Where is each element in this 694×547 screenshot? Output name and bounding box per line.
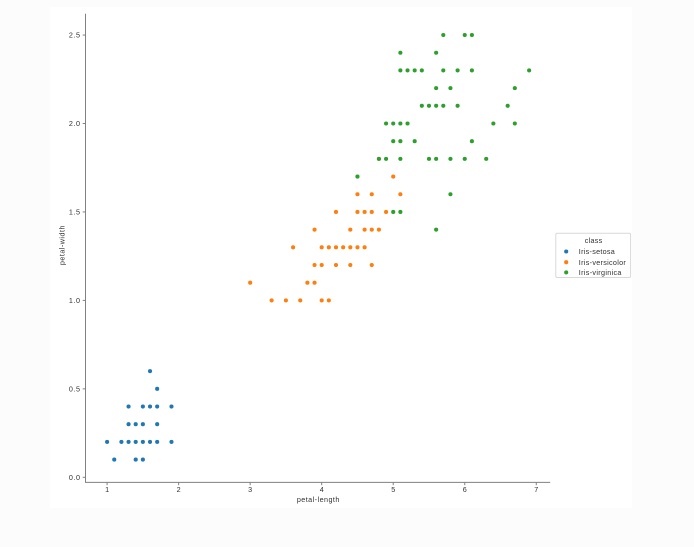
- svg-text:0.0: 0.0: [69, 473, 80, 482]
- svg-text:3: 3: [248, 485, 252, 494]
- svg-text:petal-width: petal-width: [57, 226, 66, 266]
- svg-text:2: 2: [177, 485, 181, 494]
- svg-text:1.5: 1.5: [69, 208, 80, 217]
- svg-text:2.0: 2.0: [69, 119, 80, 128]
- svg-text:1.0: 1.0: [69, 296, 80, 305]
- svg-text:petal-length: petal-length: [297, 495, 340, 504]
- svg-text:4: 4: [320, 485, 324, 494]
- svg-text:Iris-virginica: Iris-virginica: [579, 268, 622, 277]
- svg-text:0.5: 0.5: [69, 384, 80, 393]
- svg-text:2.5: 2.5: [69, 31, 80, 40]
- svg-text:7: 7: [534, 485, 538, 494]
- svg-text:6: 6: [463, 485, 467, 494]
- svg-text:class: class: [585, 236, 603, 245]
- svg-text:5: 5: [391, 485, 395, 494]
- svg-text:Iris-setosa: Iris-setosa: [579, 247, 615, 256]
- svg-text:1: 1: [105, 485, 109, 494]
- svg-text:Iris-versicolor: Iris-versicolor: [579, 258, 627, 267]
